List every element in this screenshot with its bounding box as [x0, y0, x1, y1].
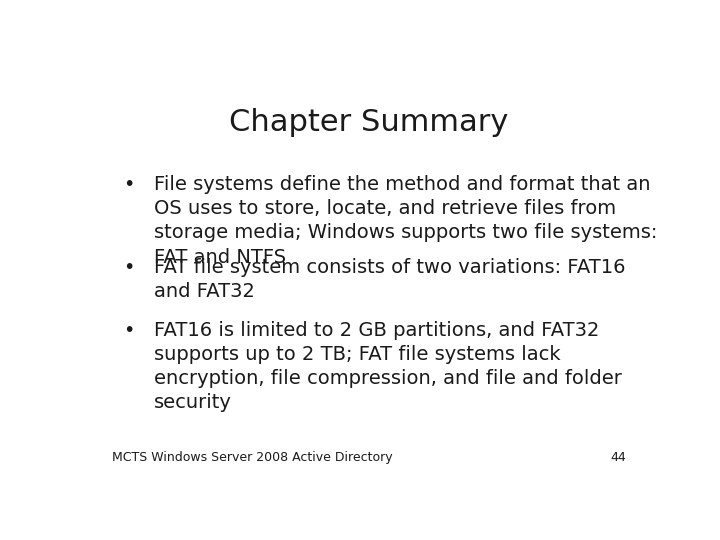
- Text: MCTS Windows Server 2008 Active Directory: MCTS Windows Server 2008 Active Director…: [112, 451, 393, 464]
- Text: FAT file system consists of two variations: FAT16
and FAT32: FAT file system consists of two variatio…: [154, 258, 626, 301]
- Text: 44: 44: [610, 451, 626, 464]
- Text: •: •: [123, 258, 135, 277]
- Text: FAT16 is limited to 2 GB partitions, and FAT32
supports up to 2 TB; FAT file sys: FAT16 is limited to 2 GB partitions, and…: [154, 321, 622, 412]
- Text: •: •: [123, 321, 135, 340]
- Text: •: •: [123, 175, 135, 194]
- Text: File systems define the method and format that an
OS uses to store, locate, and : File systems define the method and forma…: [154, 175, 657, 267]
- Text: Chapter Summary: Chapter Summary: [229, 109, 509, 138]
